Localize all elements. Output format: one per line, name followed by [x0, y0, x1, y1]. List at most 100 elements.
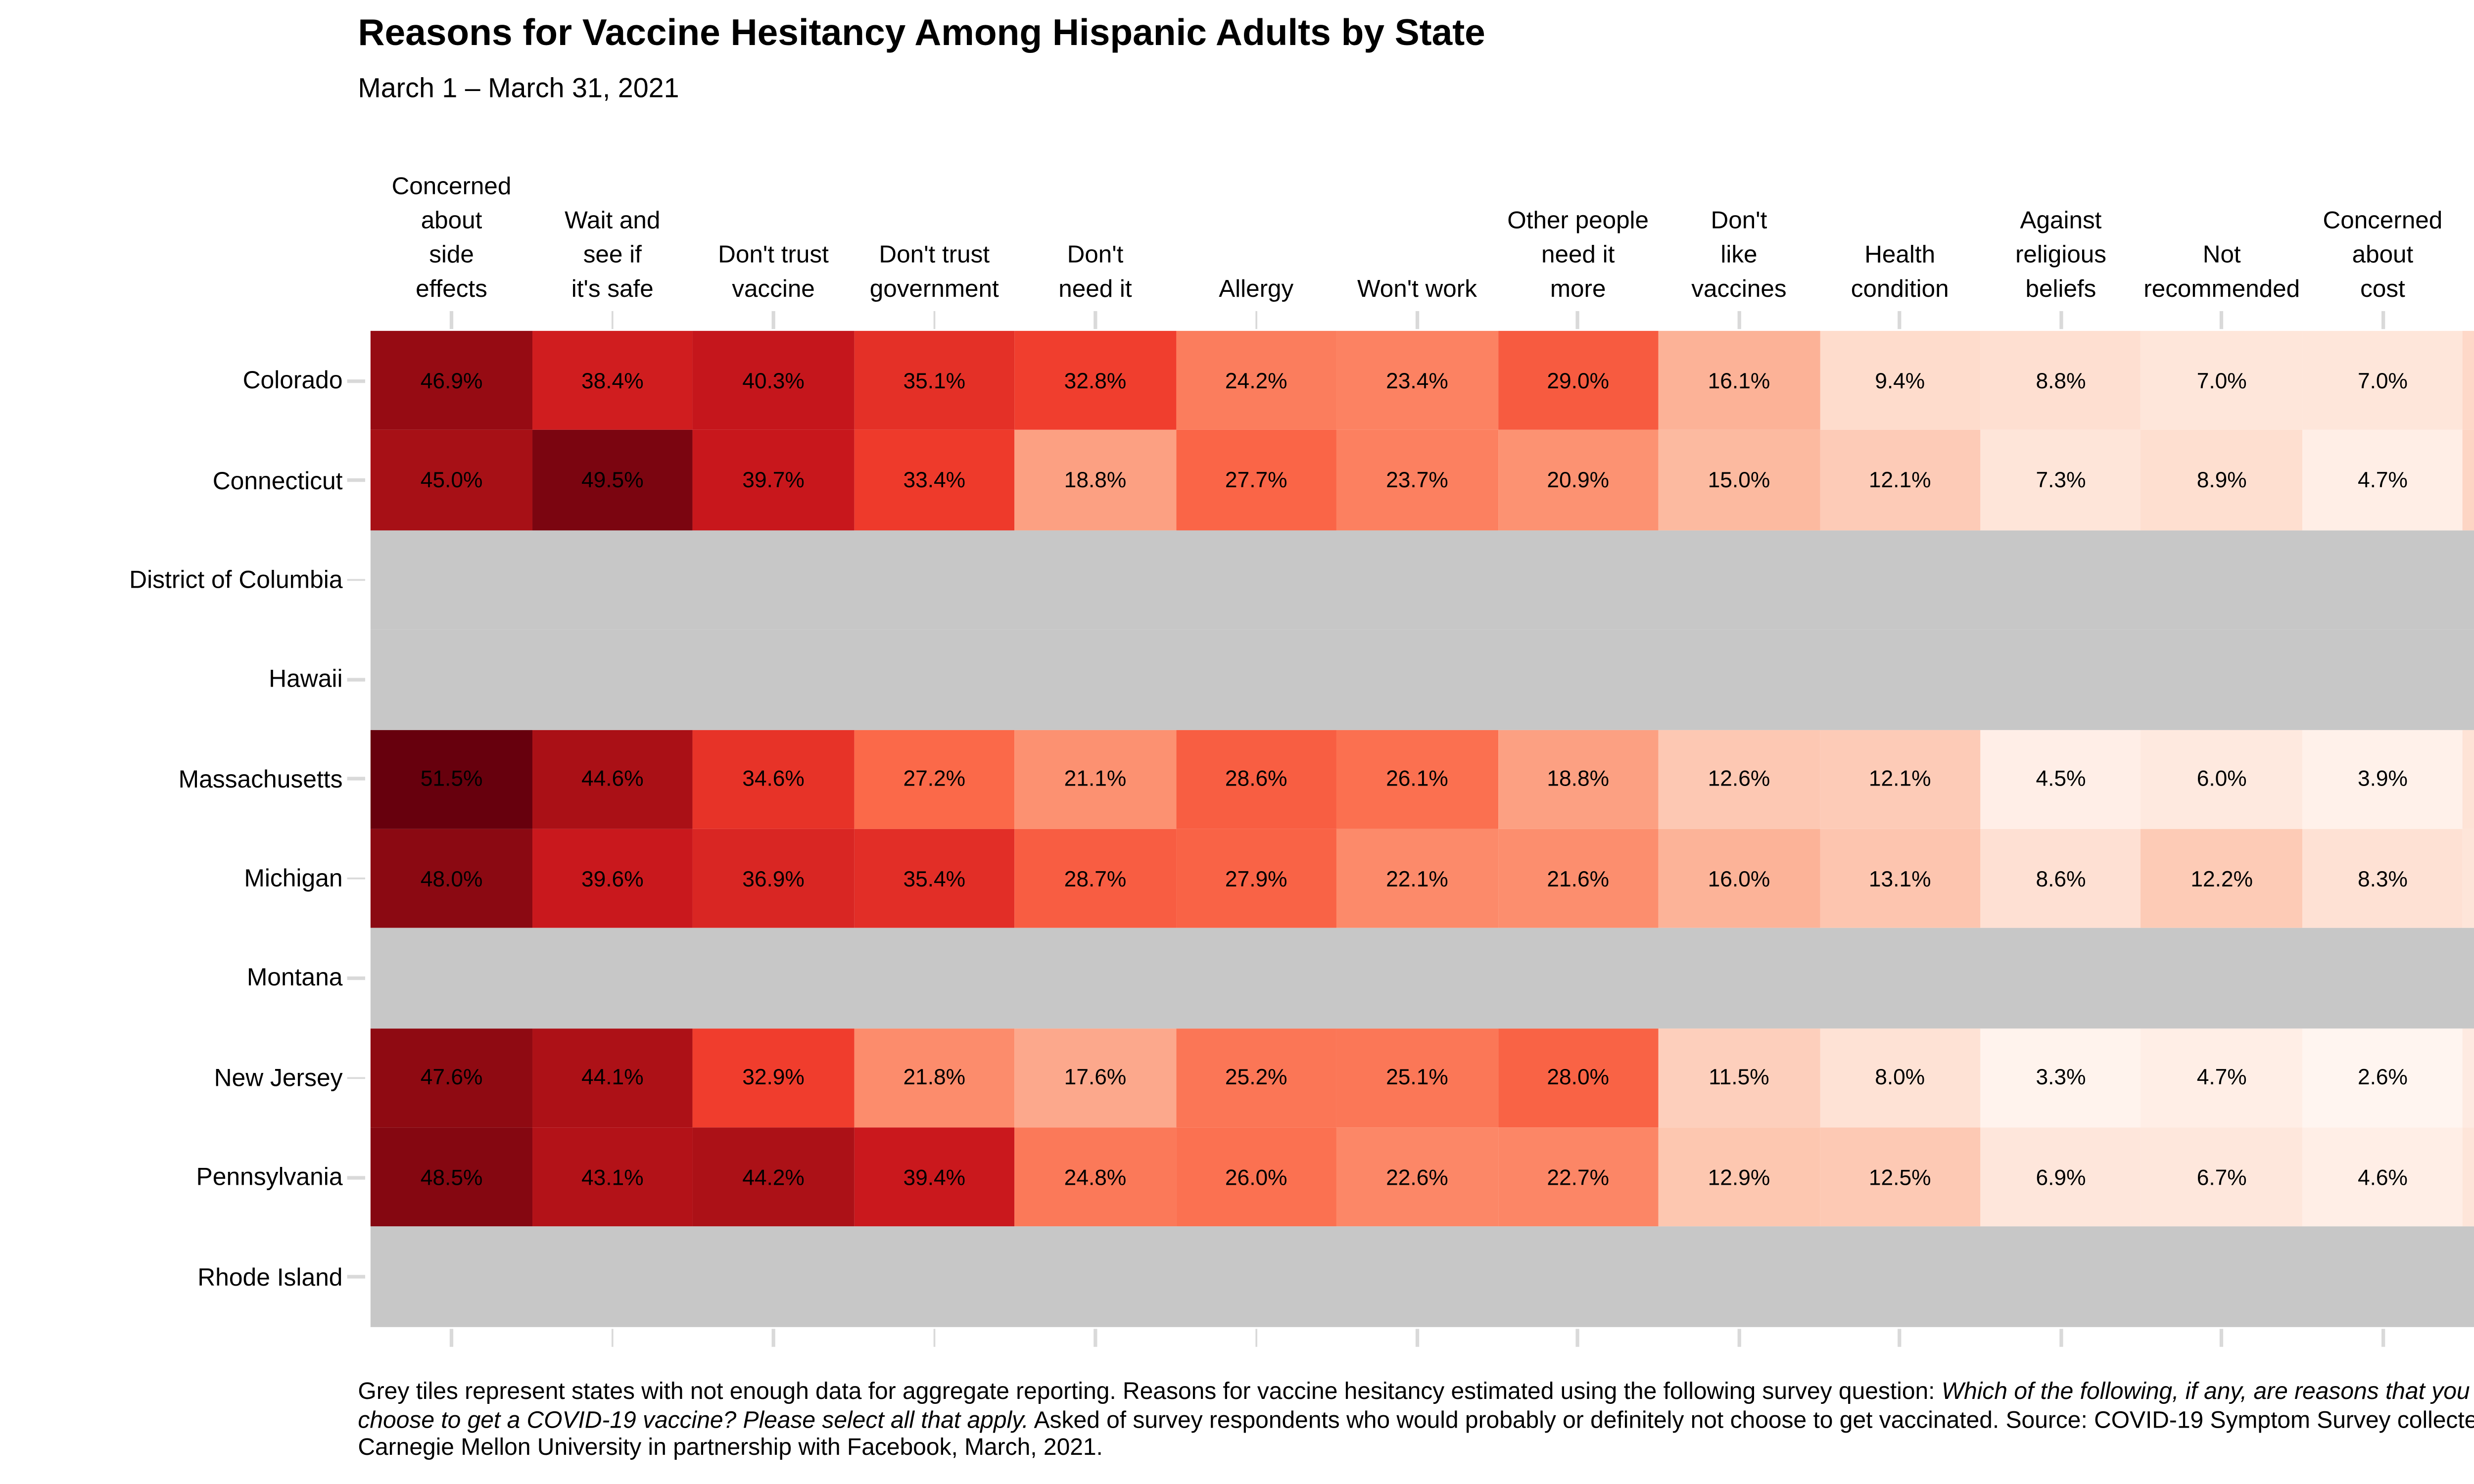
heatmap-cell: 22.6% [1336, 1127, 1498, 1227]
heatmap-cell: 36.9% [693, 829, 854, 928]
column-header: Allergy [1219, 276, 1294, 303]
cell-value: 4.6% [2357, 1164, 2408, 1190]
heatmap-cell: 7.0% [2141, 330, 2302, 431]
cell-value: 28.6% [1225, 766, 1287, 792]
cell-value: 4.5% [2036, 766, 2086, 792]
heatmap-cell: 24.2% [1176, 330, 1337, 431]
heatmap-cell: 16.0% [1658, 829, 1820, 928]
axis-tick-left [347, 877, 365, 881]
heatmap-cell: 8.0% [1819, 1028, 1981, 1128]
cell-value: 33.4% [903, 467, 966, 493]
cell-value: 22.7% [1547, 1164, 1610, 1190]
cell-value: 27.7% [1225, 467, 1287, 493]
cell-value: 8.6% [2036, 866, 2086, 891]
heatmap-cell: 7.3% [1980, 430, 2141, 530]
axis-tick-top [611, 311, 614, 328]
cell-value: 34.6% [742, 766, 805, 792]
row-label: Pennsylvania [196, 1163, 343, 1191]
heatmap-cell: 51.5% [371, 729, 532, 829]
heatmap-cell: 12.1% [1819, 729, 1981, 829]
heatmap-cell: 17.6% [1014, 1028, 1176, 1128]
heatmap-cell: 3.3% [1980, 1028, 2141, 1128]
cell-value: 28.0% [1547, 1065, 1610, 1091]
cell-value: 44.6% [581, 766, 644, 792]
heatmap-cell: 27.7% [1176, 430, 1337, 530]
cell-value: 7.0% [2357, 368, 2408, 393]
axis-tick-top [1737, 311, 1741, 328]
heatmap-cell: 49.5% [532, 430, 693, 530]
column-header: Don't trust vaccine [718, 241, 829, 303]
page-subtitle: March 1 – March 31, 2021 [358, 73, 679, 104]
column-header: Other people need it more [1507, 206, 1649, 303]
heatmap-cell: 6.7% [2141, 1127, 2302, 1227]
heatmap-cell: 21.1% [1014, 729, 1176, 829]
heatmap-cell: 2.6% [2302, 1028, 2464, 1128]
cell-value: 3.3% [2036, 1065, 2086, 1091]
row-label: Hawaii [269, 666, 343, 693]
cell-value: 45.0% [420, 467, 483, 493]
heatmap-cell: 35.1% [854, 330, 1015, 431]
axis-tick-bottom [2220, 1329, 2224, 1347]
axis-tick-top [1898, 311, 1902, 328]
cell-value: 3.9% [2357, 766, 2408, 792]
heatmap-cell: 28.7% [1014, 829, 1176, 928]
heatmap-cell: 25.1% [1336, 1028, 1498, 1128]
heatmap-cell: 12.6% [1658, 729, 1820, 829]
heatmap-cell: 13.1% [1819, 829, 1981, 928]
axis-tick-bottom [1415, 1329, 1419, 1347]
heatmap-cell: 28.0% [1497, 1028, 1659, 1128]
axis-tick-bottom [1898, 1329, 1902, 1347]
cell-value: 16.1% [1708, 368, 1770, 393]
heatmap-cell: 44.2% [693, 1127, 854, 1227]
heatmap-cell: 7.0% [2302, 330, 2464, 431]
cell-value: 21.8% [903, 1065, 966, 1091]
cell-value: 7.0% [2196, 368, 2247, 393]
heatmap-cell: 29.0% [1497, 330, 1659, 431]
heatmap-cell: 7.8% [2463, 729, 2474, 829]
cell-value: 8.9% [2196, 467, 2247, 493]
heatmap-cell: 23.7% [1336, 430, 1498, 530]
cell-value: 25.1% [1386, 1065, 1448, 1091]
cell-value: 32.9% [742, 1065, 805, 1091]
cell-value: 7.3% [2036, 467, 2086, 493]
cell-value: 22.6% [1386, 1164, 1448, 1190]
axis-tick-top [450, 311, 453, 328]
cell-value: 49.5% [581, 467, 644, 493]
heatmap-cell: 8.3% [2302, 829, 2464, 928]
cell-value: 21.6% [1547, 866, 1610, 891]
cell-value: 18.8% [1064, 467, 1127, 493]
na-row [371, 1227, 2474, 1327]
heatmap-cell: 7.2% [2463, 829, 2474, 928]
cell-value: 24.8% [1064, 1164, 1127, 1190]
cell-value: 12.5% [1868, 1164, 1931, 1190]
heatmap-cell: 44.6% [532, 729, 693, 829]
cell-value: 43.1% [581, 1164, 644, 1190]
cell-value: 46.9% [420, 368, 483, 393]
column-header: Against religious beliefs [2015, 206, 2106, 303]
heatmap-cell: 48.5% [371, 1127, 532, 1227]
heatmap-cell: 9.4% [1819, 330, 1981, 431]
cell-value: 29.0% [1547, 368, 1610, 393]
page-title: Reasons for Vaccine Hesitancy Among Hisp… [358, 12, 1485, 54]
row-label: Colorado [242, 367, 343, 394]
heatmap-cell: 11.5% [1658, 1028, 1820, 1128]
cell-value: 40.3% [742, 368, 805, 393]
column-header: Wait and see if it's safe [565, 206, 661, 303]
cell-value: 12.9% [1708, 1164, 1770, 1190]
axis-tick-left [347, 478, 365, 482]
cell-value: 35.4% [903, 866, 966, 891]
heatmap-cell: 25.2% [1176, 1028, 1337, 1128]
cell-value: 26.1% [1386, 766, 1448, 792]
cell-value: 44.1% [581, 1065, 644, 1091]
row-label: District of Columbia [129, 566, 343, 594]
heatmap-cell: 12.5% [1819, 1127, 1981, 1227]
cell-value: 9.4% [1875, 368, 1925, 393]
cell-value: 32.8% [1064, 368, 1127, 393]
heatmap-cell: 40.3% [693, 330, 854, 431]
axis-tick-left [347, 976, 365, 980]
cell-value: 8.3% [2357, 866, 2408, 891]
heatmap-cell: 3.9% [2302, 729, 2464, 829]
axis-tick-bottom [450, 1329, 453, 1347]
cell-value: 16.0% [1708, 866, 1770, 891]
na-row [371, 530, 2474, 630]
